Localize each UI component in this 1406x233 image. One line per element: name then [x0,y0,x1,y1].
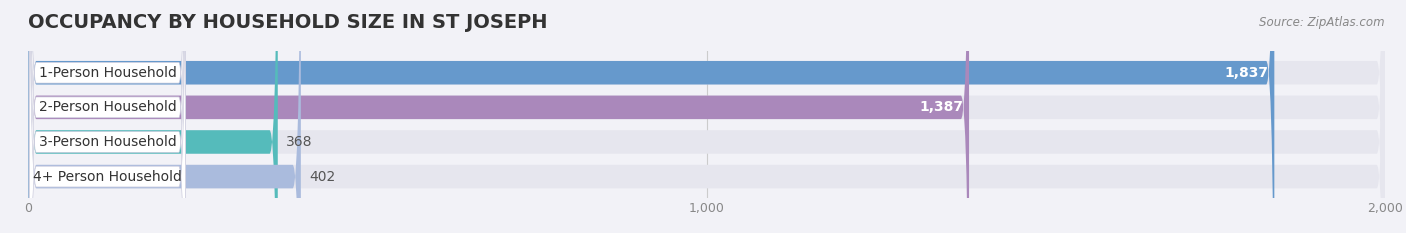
FancyBboxPatch shape [30,0,186,233]
FancyBboxPatch shape [30,0,186,233]
FancyBboxPatch shape [28,0,1274,233]
Text: 1,837: 1,837 [1225,66,1268,80]
Text: Source: ZipAtlas.com: Source: ZipAtlas.com [1260,16,1385,29]
Text: 1,387: 1,387 [920,100,963,114]
FancyBboxPatch shape [30,0,186,233]
Text: 4+ Person Household: 4+ Person Household [34,170,181,184]
Text: 1-Person Household: 1-Person Household [38,66,176,80]
Text: OCCUPANCY BY HOUSEHOLD SIZE IN ST JOSEPH: OCCUPANCY BY HOUSEHOLD SIZE IN ST JOSEPH [28,13,547,32]
FancyBboxPatch shape [30,0,186,233]
Text: 368: 368 [285,135,312,149]
Text: 402: 402 [309,170,335,184]
FancyBboxPatch shape [28,0,1385,233]
Text: 3-Person Household: 3-Person Household [38,135,176,149]
FancyBboxPatch shape [28,0,301,233]
FancyBboxPatch shape [28,0,278,233]
FancyBboxPatch shape [28,0,1385,233]
FancyBboxPatch shape [28,0,1385,233]
FancyBboxPatch shape [28,0,1385,233]
FancyBboxPatch shape [28,0,969,233]
Text: 2-Person Household: 2-Person Household [38,100,176,114]
